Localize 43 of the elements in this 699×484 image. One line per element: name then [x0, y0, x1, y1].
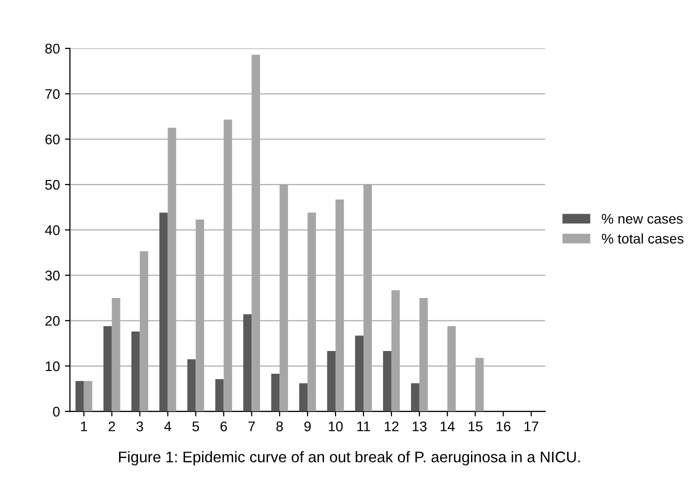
- caption: Figure 1: Epidemic curve of an out break of P. aeruginosa in a NICU.: [119, 451, 580, 466]
- y-tick-label: 60: [45, 134, 60, 144]
- bar: [411, 383, 420, 412]
- x-tick-label: 8: [276, 421, 283, 432]
- y-tick-label: 20: [45, 316, 60, 326]
- bar: [327, 351, 336, 412]
- x-tick-label: 5: [192, 422, 199, 432]
- x-tick-label: 4: [164, 422, 172, 432]
- x-tick-label: 15: [468, 422, 482, 432]
- y-tick-label: 0: [52, 406, 60, 417]
- x-tick-label: 11: [357, 422, 370, 432]
- bar: [355, 336, 364, 412]
- x-tick-label: 10: [328, 421, 343, 432]
- y-tick-label: 80: [45, 44, 60, 54]
- bar: [159, 212, 168, 412]
- bar: [131, 332, 140, 412]
- bar: [271, 374, 280, 412]
- bar: [75, 381, 84, 412]
- x-tick-label: 13: [412, 421, 427, 432]
- bar: [103, 326, 112, 412]
- bar: [243, 314, 252, 412]
- y-tick-label: 40: [45, 225, 60, 236]
- y-tick-label: 50: [45, 180, 60, 190]
- x-tick-label: 16: [496, 421, 510, 432]
- x-tick-label: 17: [524, 422, 538, 432]
- bar: [383, 351, 392, 412]
- x-tick-label: 14: [440, 422, 455, 432]
- x-tick-label: 2: [108, 421, 116, 432]
- bar: [299, 383, 308, 412]
- y-tick-label: 70: [45, 89, 60, 99]
- x-tick-label: 3: [136, 421, 144, 432]
- legend-label: % total cases: [602, 233, 684, 244]
- bar: [84, 381, 92, 412]
- x-tick-label: 12: [384, 421, 398, 432]
- x-tick-label: 1: [81, 422, 88, 432]
- y-tick-label: 10: [46, 361, 60, 372]
- x-tick-label: 7: [248, 422, 255, 432]
- x-tick-label: 6: [220, 421, 227, 432]
- legend-label: % new cases: [602, 214, 683, 224]
- bar: [215, 379, 224, 412]
- bar: [187, 359, 196, 412]
- y-tick-label: 30: [45, 270, 60, 280]
- x-tick-label: 9: [304, 421, 311, 432]
